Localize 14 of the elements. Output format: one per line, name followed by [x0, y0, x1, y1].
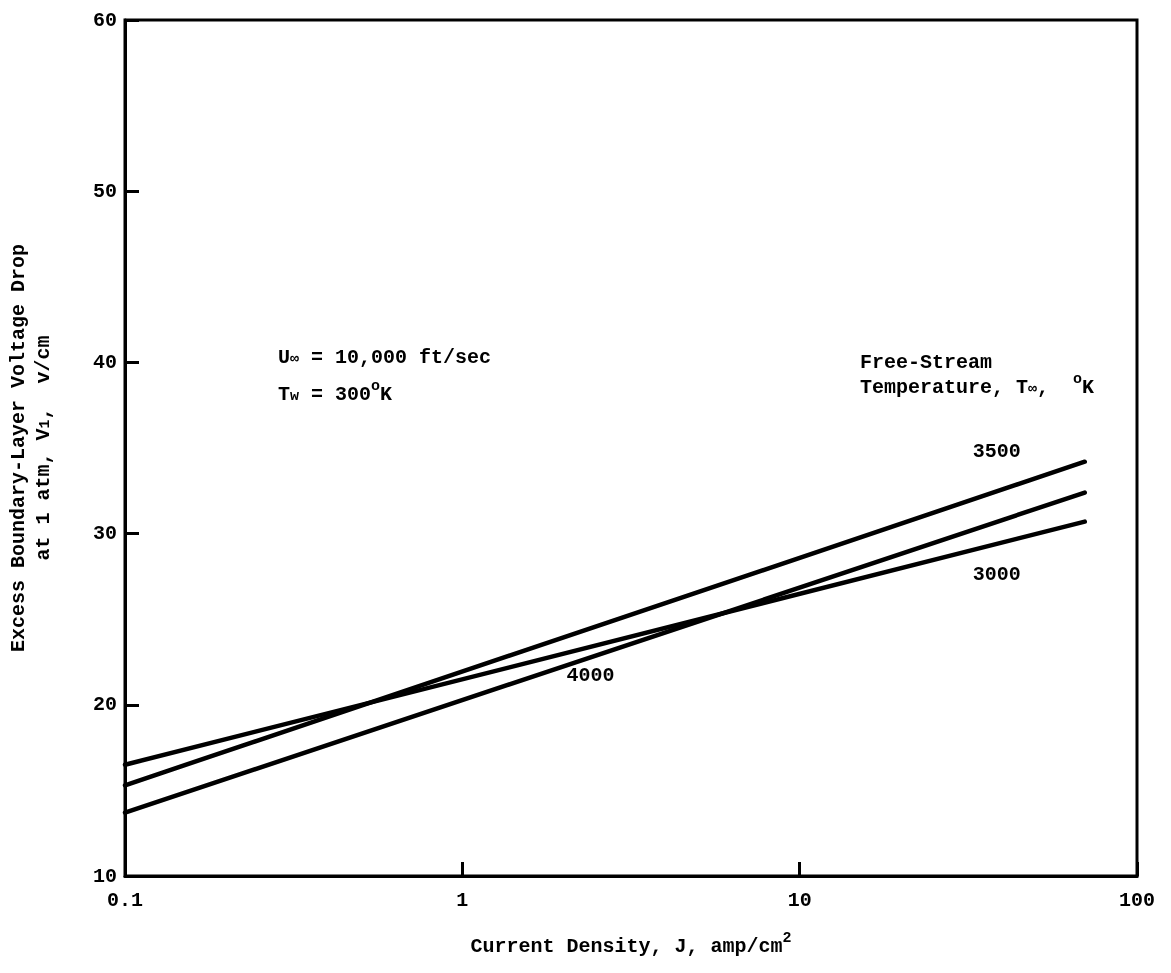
- annotation: U∞ = 10,000 ft/sec: [278, 345, 492, 369]
- series-label: 3500: [972, 439, 1021, 463]
- y-tick-label: 50: [92, 179, 117, 203]
- x-tick-label: 0.1: [106, 888, 144, 912]
- x-tick-label: 1: [456, 888, 469, 912]
- series-label: 3000: [972, 562, 1021, 586]
- x-tick-label: 10: [787, 888, 812, 912]
- y-tick-label: 60: [92, 8, 117, 32]
- y-tick-label: 20: [92, 693, 117, 717]
- y-tick-label: 40: [92, 350, 117, 374]
- y-tick-label: 30: [92, 522, 117, 546]
- x-tick-label: 100: [1118, 888, 1156, 912]
- y-tick-label: 10: [92, 864, 117, 888]
- series-label: 4000: [566, 663, 615, 687]
